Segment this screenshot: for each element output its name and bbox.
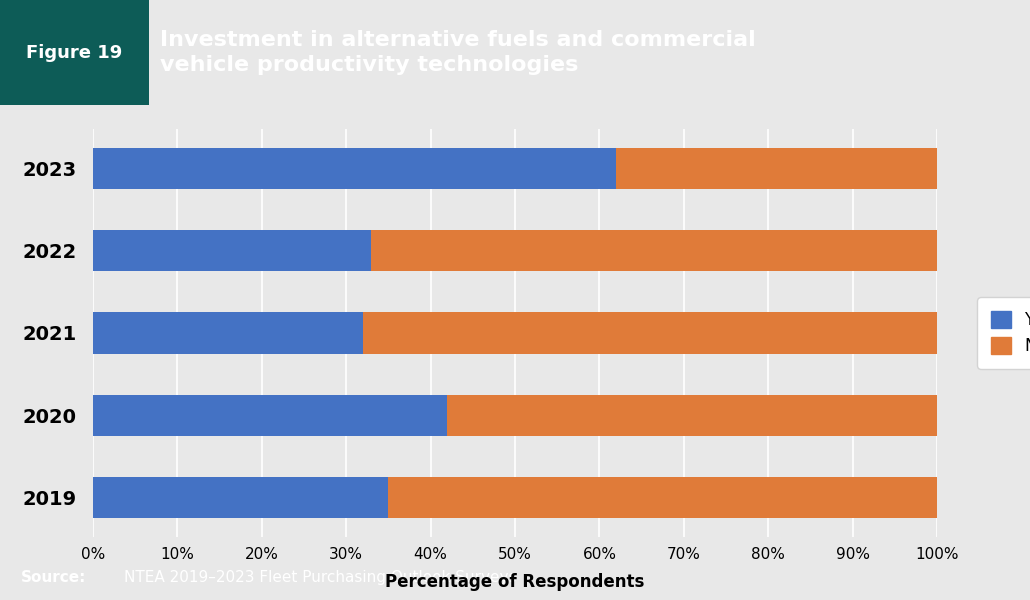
Bar	[616, 148, 937, 189]
Text: Investment in alternative fuels and commercial
vehicle productivity technologies: Investment in alternative fuels and comm…	[160, 30, 755, 75]
Bar	[447, 395, 937, 436]
Bar	[93, 395, 447, 436]
Legend: Yes, No: Yes, No	[977, 298, 1030, 368]
Bar	[93, 148, 616, 189]
Bar	[388, 477, 937, 518]
Bar	[93, 313, 363, 353]
Text: Source:: Source:	[21, 570, 85, 585]
Text: NTEA 2019–2023 Fleet Purchasing Outlook Surveys: NTEA 2019–2023 Fleet Purchasing Outlook …	[124, 570, 516, 585]
X-axis label: Percentage of Respondents: Percentage of Respondents	[385, 573, 645, 591]
Bar	[93, 477, 388, 518]
Text: Figure 19: Figure 19	[26, 43, 123, 61]
Bar	[93, 230, 372, 271]
Bar	[363, 313, 937, 353]
Bar	[372, 230, 937, 271]
FancyBboxPatch shape	[0, 0, 149, 105]
